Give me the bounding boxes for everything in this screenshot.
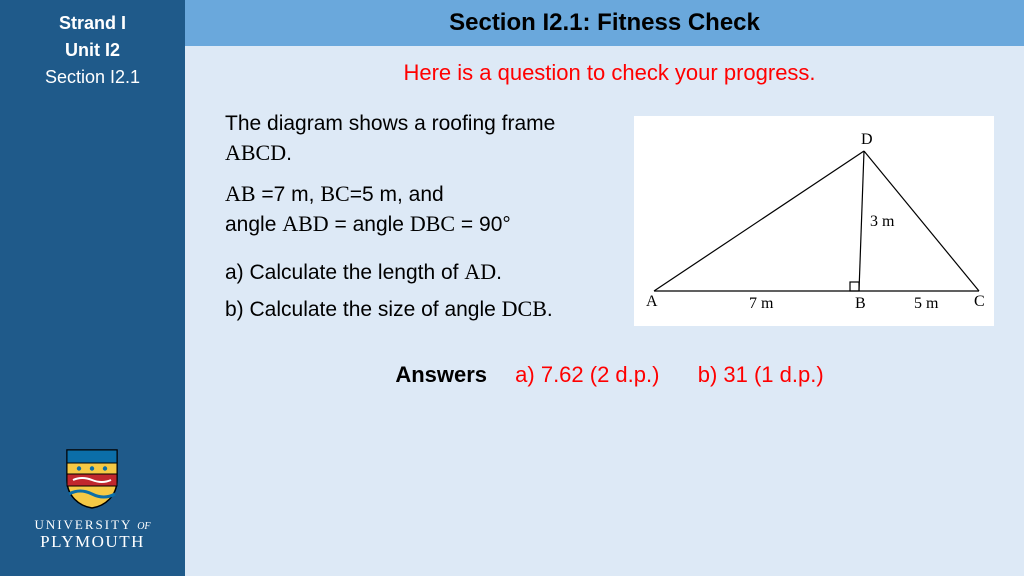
question-b: b) Calculate the size of angle DCB. (225, 294, 614, 324)
university-logo: UNIVERSITY OF PLYMOUTH (34, 446, 150, 552)
right-angle-marker (850, 282, 859, 291)
intro-abcd: ABCD (225, 140, 286, 165)
question-list: a) Calculate the length of AD. b) Calcul… (225, 257, 614, 324)
content: Here is a question to check your progres… (185, 46, 1024, 576)
university-name: UNIVERSITY OF PLYMOUTH (34, 518, 150, 552)
answers-row: Answers a) 7.62 (2 d.p.) b) 31 (1 d.p.) (225, 362, 994, 388)
qb-prefix: b) Calculate the size of angle (225, 298, 502, 321)
intro-1a: The diagram shows a roofing frame (225, 112, 555, 135)
progress-prompt: Here is a question to check your progres… (225, 60, 994, 86)
line-AD (654, 151, 864, 291)
uni-of: OF (137, 521, 150, 532)
given-line-1: AB =7 m, BC=5 m, and angle ABD = angle D… (225, 179, 614, 240)
nav-unit: Unit I2 (45, 37, 140, 64)
uni-line2: PLYMOUTH (40, 532, 145, 551)
label-BD: 3 m (870, 213, 895, 230)
label-A: A (646, 293, 658, 310)
g2e: = 90° (455, 213, 511, 236)
shield-icon (65, 446, 119, 510)
qb-var: DCB (502, 296, 547, 321)
diagram-labels: A B C D 7 m 5 m 3 m (646, 131, 985, 312)
answers-label: Answers (395, 362, 487, 387)
g1b: =7 m, (256, 183, 321, 206)
question-text: The diagram shows a roofing frame ABCD. … (225, 110, 614, 330)
triangle-svg: A B C D 7 m 5 m 3 m (634, 116, 994, 326)
qb-suffix: . (547, 298, 553, 321)
g2c: = angle (329, 213, 410, 236)
qa-var: AD (464, 259, 496, 284)
label-AB: 7 m (749, 295, 774, 312)
g2a: angle (225, 213, 282, 236)
g1a: AB (225, 181, 256, 206)
sidebar-nav: Strand I Unit I2 Section I2.1 (45, 10, 140, 91)
label-C: C (974, 293, 985, 310)
qa-prefix: a) Calculate the length of (225, 261, 464, 284)
label-B: B (855, 295, 866, 312)
g1c: BC (320, 181, 349, 206)
body-row: The diagram shows a roofing frame ABCD. … (225, 110, 994, 330)
label-BC: 5 m (914, 295, 939, 312)
intro-1c: . (286, 142, 292, 165)
uni-line1: UNIVERSITY (34, 517, 132, 532)
answer-a: a) 7.62 (2 d.p.) (515, 362, 659, 387)
title-bar: Section I2.1: Fitness Check (185, 0, 1024, 46)
qa-suffix: . (496, 261, 502, 284)
g2b: ABD (282, 211, 328, 236)
slide: Strand I Unit I2 Section I2.1 UNIVERSITY… (0, 0, 1024, 576)
nav-section: Section I2.1 (45, 64, 140, 91)
main-area: Section I2.1: Fitness Check Here is a qu… (185, 0, 1024, 576)
answer-b: b) 31 (1 d.p.) (698, 362, 824, 387)
line-BD (859, 151, 864, 291)
page-title: Section I2.1: Fitness Check (449, 9, 760, 37)
nav-strand: Strand I (45, 10, 140, 37)
triangle-diagram: A B C D 7 m 5 m 3 m (634, 116, 994, 326)
sidebar: Strand I Unit I2 Section I2.1 UNIVERSITY… (0, 0, 185, 576)
g1d: =5 m, and (350, 183, 444, 206)
question-a: a) Calculate the length of AD. (225, 257, 614, 287)
g2d: DBC (410, 211, 455, 236)
intro-line: The diagram shows a roofing frame ABCD. (225, 110, 614, 169)
label-D: D (861, 131, 873, 148)
